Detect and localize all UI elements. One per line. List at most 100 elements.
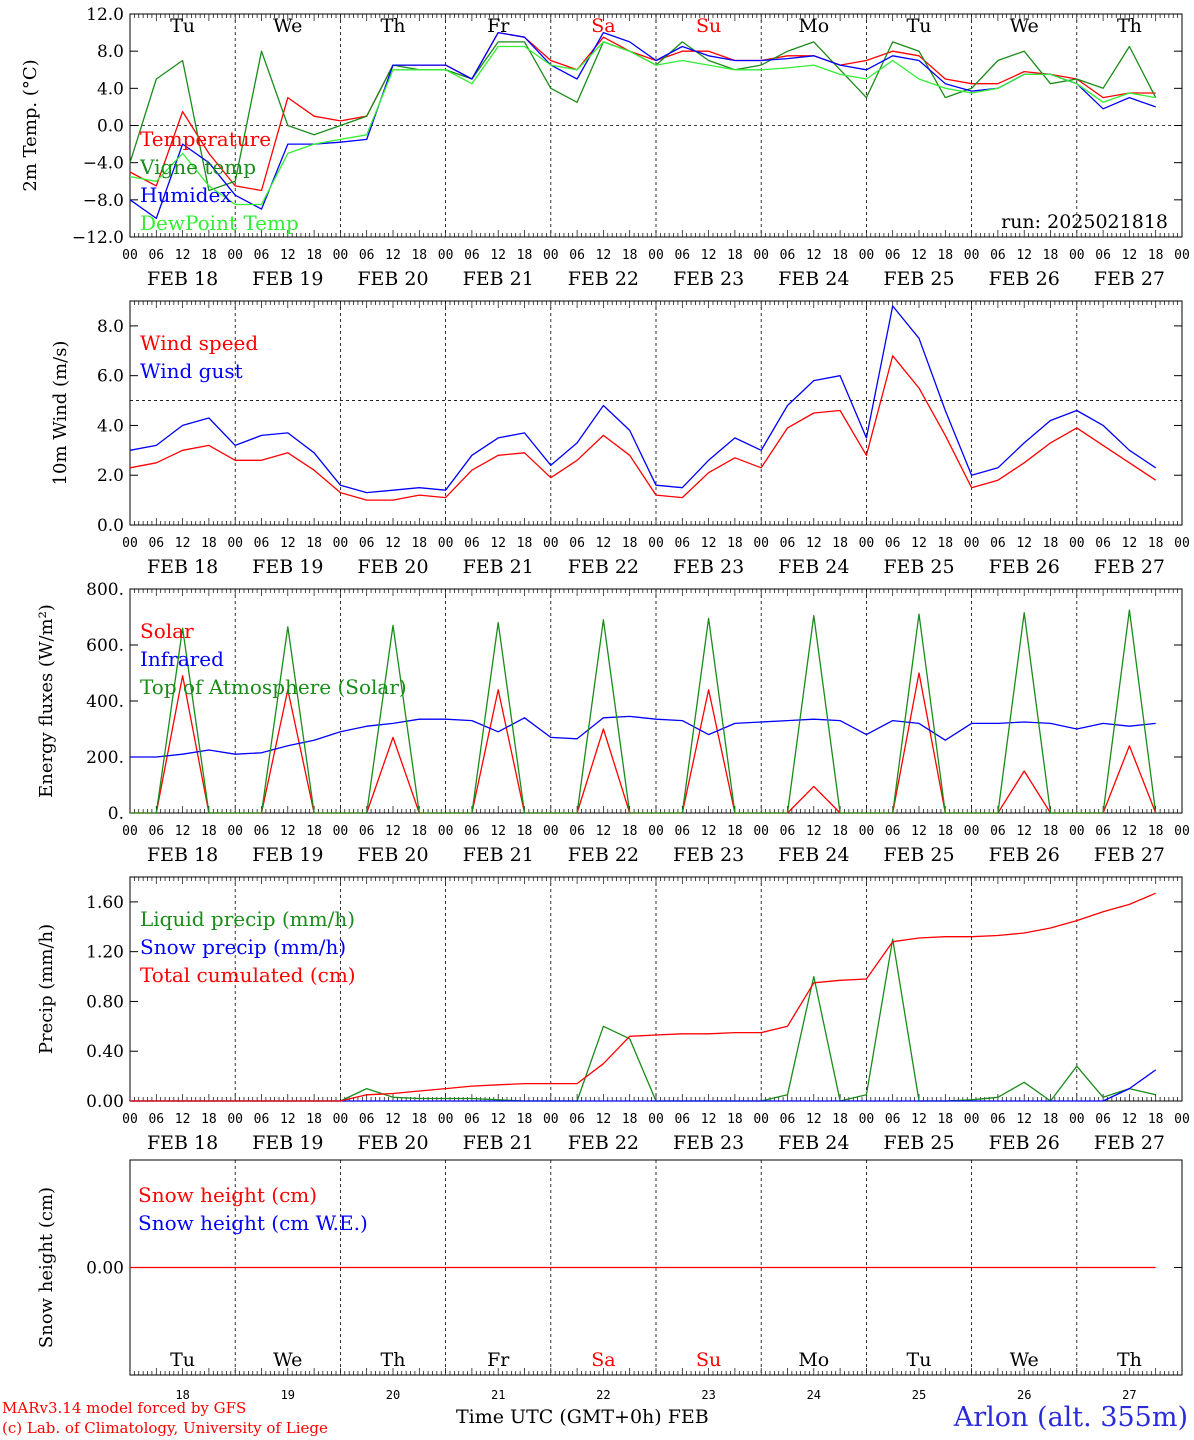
hour-tick-label: 06 bbox=[464, 248, 480, 263]
hour-tick-label: 18 bbox=[201, 1112, 217, 1127]
hour-tick-label: 12 bbox=[490, 248, 506, 263]
day-abbr-label: We bbox=[273, 15, 302, 37]
hour-tick-label: 12 bbox=[701, 536, 717, 551]
hour-tick-label: 06 bbox=[464, 824, 480, 839]
hour-tick-label: 06 bbox=[885, 824, 901, 839]
hour-tick-label: 18 bbox=[1043, 536, 1059, 551]
y-tick-label: 8.0 bbox=[97, 317, 124, 337]
hour-tick-label: 06 bbox=[990, 248, 1006, 263]
day-number-label: 25 bbox=[912, 1388, 926, 1402]
series-line bbox=[129, 31, 1156, 192]
hour-tick-label: 00 bbox=[333, 824, 349, 839]
hour-tick-label: 12 bbox=[280, 824, 296, 839]
hour-tick-label: 00 bbox=[1069, 1112, 1085, 1127]
hour-tick-label: 12 bbox=[490, 1112, 506, 1127]
hour-tick-label: 18 bbox=[1148, 248, 1164, 263]
date-label: FEB 24 bbox=[778, 268, 849, 290]
y-tick-label: 12.0 bbox=[86, 5, 124, 25]
hour-tick-label: 00 bbox=[227, 824, 243, 839]
hour-tick-label: 12 bbox=[806, 824, 822, 839]
date-label: FEB 25 bbox=[883, 1132, 954, 1154]
hour-tick-label: 06 bbox=[780, 536, 796, 551]
hour-tick-label: 18 bbox=[306, 536, 322, 551]
hour-tick-label: 06 bbox=[990, 536, 1006, 551]
hour-tick-label: 12 bbox=[911, 536, 927, 551]
day-abbr-label: Su bbox=[696, 1349, 721, 1371]
hour-tick-label: 00 bbox=[227, 248, 243, 263]
date-label: FEB 20 bbox=[357, 268, 428, 290]
hour-tick-label: 00 bbox=[1174, 248, 1190, 263]
model-credit: MARv3.14 model forced by GFS bbox=[2, 1399, 247, 1417]
y-tick-label: −8.0 bbox=[83, 191, 124, 211]
plot-frame bbox=[129, 300, 1183, 526]
hour-tick-label: 18 bbox=[622, 536, 638, 551]
date-label: FEB 21 bbox=[463, 1132, 534, 1154]
hour-tick-label: 06 bbox=[780, 248, 796, 263]
hour-tick-label: 00 bbox=[648, 536, 664, 551]
hour-tick-label: 12 bbox=[175, 824, 191, 839]
date-label: FEB 26 bbox=[989, 556, 1060, 578]
date-label: FEB 19 bbox=[252, 556, 323, 578]
series-line bbox=[129, 305, 1157, 494]
hour-tick-label: 00 bbox=[1069, 824, 1085, 839]
series-line bbox=[129, 31, 1156, 220]
series-line bbox=[130, 609, 1157, 814]
hour-tick-label: 00 bbox=[543, 824, 559, 839]
series-line bbox=[129, 41, 1157, 192]
hour-tick-label: 12 bbox=[1016, 536, 1032, 551]
hour-tick-label: 06 bbox=[148, 1112, 164, 1127]
hour-tick-label: 06 bbox=[254, 248, 270, 263]
hour-tick-label: 00 bbox=[964, 1112, 980, 1127]
hour-tick-label: 06 bbox=[569, 536, 585, 551]
hour-tick-label: 06 bbox=[674, 536, 690, 551]
hour-tick-label: 12 bbox=[280, 248, 296, 263]
day-abbr-label: Fr bbox=[487, 1349, 510, 1371]
date-label: FEB 23 bbox=[673, 268, 744, 290]
hour-tick-label: 06 bbox=[569, 824, 585, 839]
hour-tick-label: 12 bbox=[1122, 824, 1138, 839]
date-label: FEB 18 bbox=[147, 556, 218, 578]
hour-tick-label: 00 bbox=[1174, 824, 1190, 839]
y-tick-label: 1.20 bbox=[86, 943, 124, 963]
hour-tick-label: 18 bbox=[517, 248, 533, 263]
hour-tick-label: 00 bbox=[543, 1112, 559, 1127]
y-tick-label: 4.0 bbox=[97, 416, 124, 436]
hour-tick-label: 12 bbox=[385, 1112, 401, 1127]
run-annotation: run: 2025021818 bbox=[1001, 211, 1168, 233]
hour-tick-label: 00 bbox=[648, 1112, 664, 1127]
hour-tick-label: 00 bbox=[964, 536, 980, 551]
legend-entry: Wind gust bbox=[140, 359, 243, 383]
date-label: FEB 24 bbox=[778, 1132, 849, 1154]
day-abbr-label: Th bbox=[1117, 1349, 1142, 1371]
hour-tick-label: 18 bbox=[1043, 824, 1059, 839]
hour-tick-label: 00 bbox=[438, 824, 454, 839]
day-abbr-label: Tu bbox=[170, 1349, 195, 1371]
y-tick-label: 0.40 bbox=[86, 1042, 124, 1062]
series-line bbox=[129, 355, 1157, 501]
hour-tick-label: 00 bbox=[753, 536, 769, 551]
day-abbr-label: Tu bbox=[907, 1349, 932, 1371]
hour-tick-label: 06 bbox=[990, 824, 1006, 839]
date-label: FEB 26 bbox=[989, 1132, 1060, 1154]
hour-tick-label: 00 bbox=[859, 248, 875, 263]
hour-tick-label: 06 bbox=[674, 248, 690, 263]
date-label: FEB 18 bbox=[147, 1132, 218, 1154]
y-tick-label: 0.00 bbox=[86, 1092, 124, 1112]
hour-tick-label: 12 bbox=[1122, 248, 1138, 263]
hour-tick-label: 18 bbox=[622, 824, 638, 839]
hour-tick-label: 18 bbox=[622, 1112, 638, 1127]
day-abbr-label: Mo bbox=[798, 1349, 829, 1371]
day-abbr-label: Sa bbox=[591, 15, 615, 37]
hour-tick-label: 06 bbox=[359, 1112, 375, 1127]
hour-tick-label: 18 bbox=[1148, 536, 1164, 551]
y-axis-label: Precip (mm/h) bbox=[36, 924, 57, 1054]
day-number-label: 19 bbox=[281, 1388, 295, 1402]
hour-tick-label: 18 bbox=[1043, 248, 1059, 263]
y-axis-label: 10m Wind (m/s) bbox=[50, 341, 71, 486]
hour-tick-label: 00 bbox=[122, 536, 138, 551]
hour-tick-label: 18 bbox=[517, 536, 533, 551]
hour-tick-label: 18 bbox=[727, 1112, 743, 1127]
hour-tick-label: 12 bbox=[596, 1112, 612, 1127]
day-abbr-label: Th bbox=[381, 15, 406, 37]
